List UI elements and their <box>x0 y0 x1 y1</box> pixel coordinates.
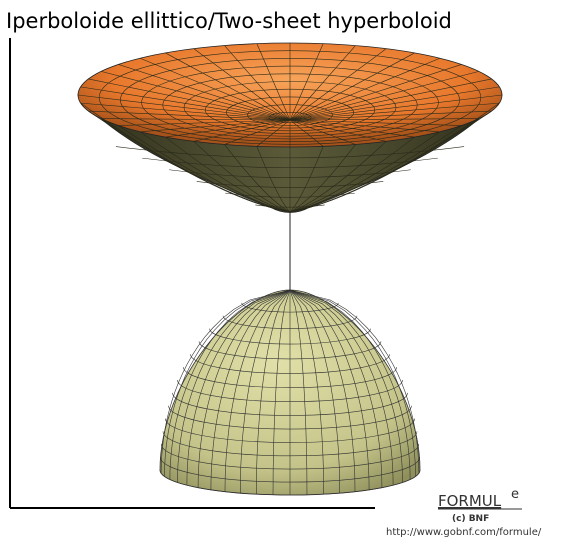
mesh-line <box>289 43 324 121</box>
mesh-line <box>289 119 356 145</box>
mesh-line <box>101 118 291 121</box>
mesh-line <box>289 289 403 483</box>
mesh-line <box>289 86 500 121</box>
mesh-line <box>101 71 291 121</box>
mesh-line <box>289 48 387 121</box>
mesh-line <box>80 102 291 213</box>
mesh-line <box>140 119 291 133</box>
mesh-line <box>78 43 502 147</box>
mesh-line <box>289 118 480 213</box>
mesh-line <box>289 119 387 142</box>
mesh-line <box>197 289 291 488</box>
mesh-line <box>224 289 291 492</box>
upper-sheet <box>77 42 503 213</box>
mesh-line <box>80 102 291 121</box>
mesh-line <box>289 110 492 121</box>
mesh-line <box>196 181 384 188</box>
mesh-line <box>193 48 291 121</box>
logo-url: http://www.gobnf.com/formule/ <box>386 527 542 538</box>
mesh-line <box>78 94 291 121</box>
mesh-line <box>289 78 492 121</box>
mesh-line <box>256 146 291 213</box>
mesh-line <box>289 289 356 492</box>
mesh-line <box>289 118 479 121</box>
mesh-line <box>139 57 291 121</box>
mesh-line <box>289 289 308 495</box>
mesh-line <box>88 110 291 121</box>
mesh-line <box>289 119 440 133</box>
mesh-line <box>289 119 462 126</box>
mesh-line <box>224 45 291 121</box>
mesh-line <box>256 43 291 121</box>
mesh-line <box>289 52 415 121</box>
logo-name: FORMUL <box>438 492 502 510</box>
mesh-line <box>255 204 325 208</box>
mesh-line <box>225 192 355 198</box>
mesh-line <box>118 125 291 213</box>
mesh-line <box>289 136 415 213</box>
logo-superscript: e <box>511 487 519 502</box>
mesh-line <box>272 289 291 495</box>
mesh-line <box>165 119 291 138</box>
title: Iperboloide ellittico/Two-sheet hyperbol… <box>6 9 452 33</box>
mesh-line <box>289 289 340 494</box>
mesh-line <box>289 119 324 147</box>
mesh-line <box>224 144 291 213</box>
mesh-line <box>165 136 291 213</box>
mesh-line <box>118 119 291 126</box>
mesh-line <box>240 289 291 494</box>
mesh-line <box>115 146 465 159</box>
mesh-line <box>256 119 291 147</box>
mesh-line <box>186 289 291 486</box>
mesh-line <box>289 289 420 474</box>
mesh-line <box>289 64 462 121</box>
mesh-line <box>80 86 291 121</box>
mesh-line <box>289 141 387 213</box>
mesh-line <box>289 289 383 488</box>
mesh-line <box>289 289 411 480</box>
mesh-line <box>289 144 356 213</box>
mesh-line <box>289 125 462 213</box>
mesh-line <box>193 141 291 213</box>
mesh-line <box>289 102 500 121</box>
mesh-line <box>289 71 479 121</box>
mesh-line <box>193 119 291 142</box>
mesh-line <box>177 289 291 483</box>
mesh-line <box>289 146 324 213</box>
mesh-line <box>289 45 356 121</box>
mesh-line <box>289 289 416 477</box>
logo: FORMUL e (c) BNF http://www.gobnf.com/fo… <box>386 487 542 538</box>
mesh-line <box>256 289 291 495</box>
mesh-line <box>210 289 291 490</box>
mesh-line <box>289 289 324 495</box>
mesh-line <box>169 169 411 178</box>
mesh-line <box>139 131 291 213</box>
mesh-line <box>164 289 291 477</box>
mesh-line <box>224 119 291 145</box>
mesh-line <box>169 289 291 480</box>
mesh-line <box>289 57 441 121</box>
mesh-line <box>289 119 415 138</box>
mesh-line <box>289 131 441 213</box>
mesh-line <box>160 289 291 474</box>
mesh-line <box>289 94 502 121</box>
mesh-line <box>289 289 394 486</box>
mesh-line <box>142 157 438 169</box>
mesh-line <box>118 64 291 121</box>
mesh-line <box>88 78 291 121</box>
lower-sheet <box>159 289 421 496</box>
mesh-line <box>165 52 291 121</box>
mesh-line <box>289 289 370 490</box>
logo-credit: (c) BNF <box>452 514 489 524</box>
